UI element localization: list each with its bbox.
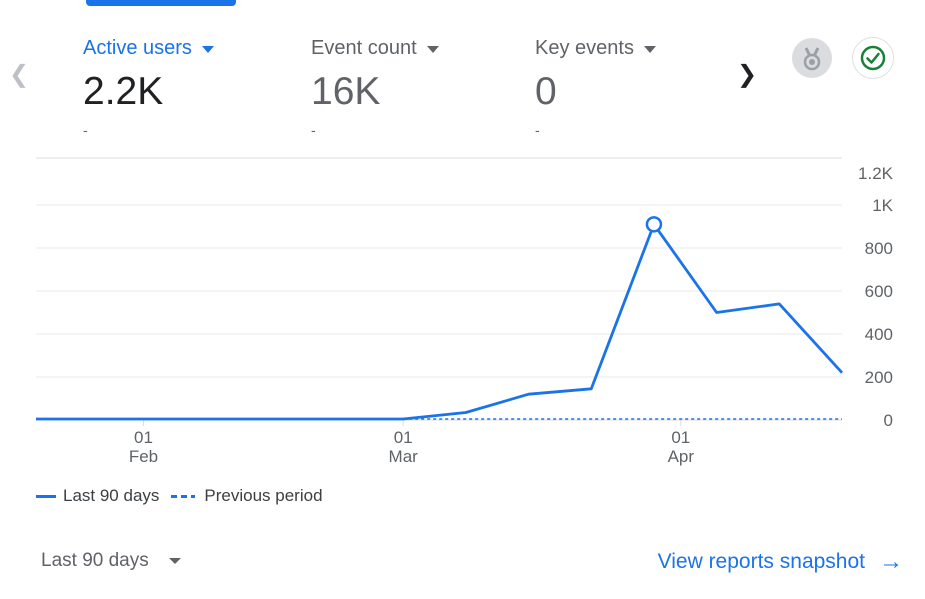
x-tick-day: 01: [671, 428, 690, 447]
highlight-point: [645, 216, 663, 233]
x-tick-day: 01: [394, 428, 413, 447]
metric-delta-event-count: -: [311, 122, 316, 138]
metric-event-count[interactable]: Event count 16K -: [311, 34, 511, 138]
y-tick-label: 0: [884, 411, 893, 430]
metric-active-users[interactable]: Active users 2.2K -: [83, 34, 283, 138]
caret-down-icon: [201, 45, 214, 53]
x-tick-month: Mar: [389, 447, 419, 466]
x-tick-day: 01: [134, 428, 153, 447]
y-tick-label: 1.2K: [858, 164, 894, 183]
y-tick-label: 1K: [872, 196, 893, 215]
legend-item-previous: Previous period: [171, 486, 323, 506]
y-tick-label: 600: [865, 282, 893, 301]
check-badge[interactable]: [852, 37, 894, 79]
metric-label-active-users[interactable]: Active users: [83, 34, 283, 62]
metric-value-key-events: 0: [535, 70, 557, 113]
metric-label-event-count[interactable]: Event count: [311, 34, 511, 62]
x-tick-month: Feb: [129, 447, 158, 466]
x-tick-month: Apr: [668, 447, 695, 466]
metric-delta-key-events: -: [535, 122, 540, 138]
view-reports-snapshot-link[interactable]: View reports snapshot →: [658, 550, 903, 574]
y-tick-label: 800: [865, 239, 893, 258]
date-range-dropdown[interactable]: Last 90 days: [41, 550, 181, 572]
chevron-right-icon[interactable]: ❯: [737, 61, 758, 88]
top-action-button[interactable]: [86, 0, 236, 6]
chart-legend: Last 90 days Previous period: [36, 486, 335, 506]
legend-item-current: Last 90 days: [36, 486, 159, 506]
arrow-right-icon: →: [879, 548, 903, 575]
y-tick-label: 200: [865, 368, 893, 387]
caret-down-icon: [643, 45, 656, 53]
check-circle-icon: [860, 45, 886, 71]
legend-swatch-solid: [36, 494, 56, 498]
series-line-last-90-days: [36, 222, 844, 421]
date-range-label: Last 90 days: [41, 550, 149, 571]
metric-value-active-users: 2.2K: [83, 70, 164, 113]
metric-key-events[interactable]: Key events 0 -: [535, 34, 735, 138]
caret-down-icon: [426, 45, 439, 53]
snapshot-label: View reports snapshot: [657, 550, 865, 573]
metric-label-key-events[interactable]: Key events: [535, 34, 735, 62]
legend-swatch-dashed: [171, 494, 196, 498]
medal-badge[interactable]: [792, 38, 832, 78]
metric-delta-active-users: -: [83, 122, 88, 138]
legend-label-current: Last 90 days: [63, 486, 160, 505]
y-tick-label: 400: [865, 325, 893, 344]
chevron-left-icon[interactable]: ❮: [9, 61, 30, 88]
caret-down-icon: [168, 558, 181, 564]
metric-value-event-count: 16K: [311, 70, 381, 113]
medal-icon: [803, 47, 821, 71]
legend-label-previous: Previous period: [204, 486, 323, 505]
